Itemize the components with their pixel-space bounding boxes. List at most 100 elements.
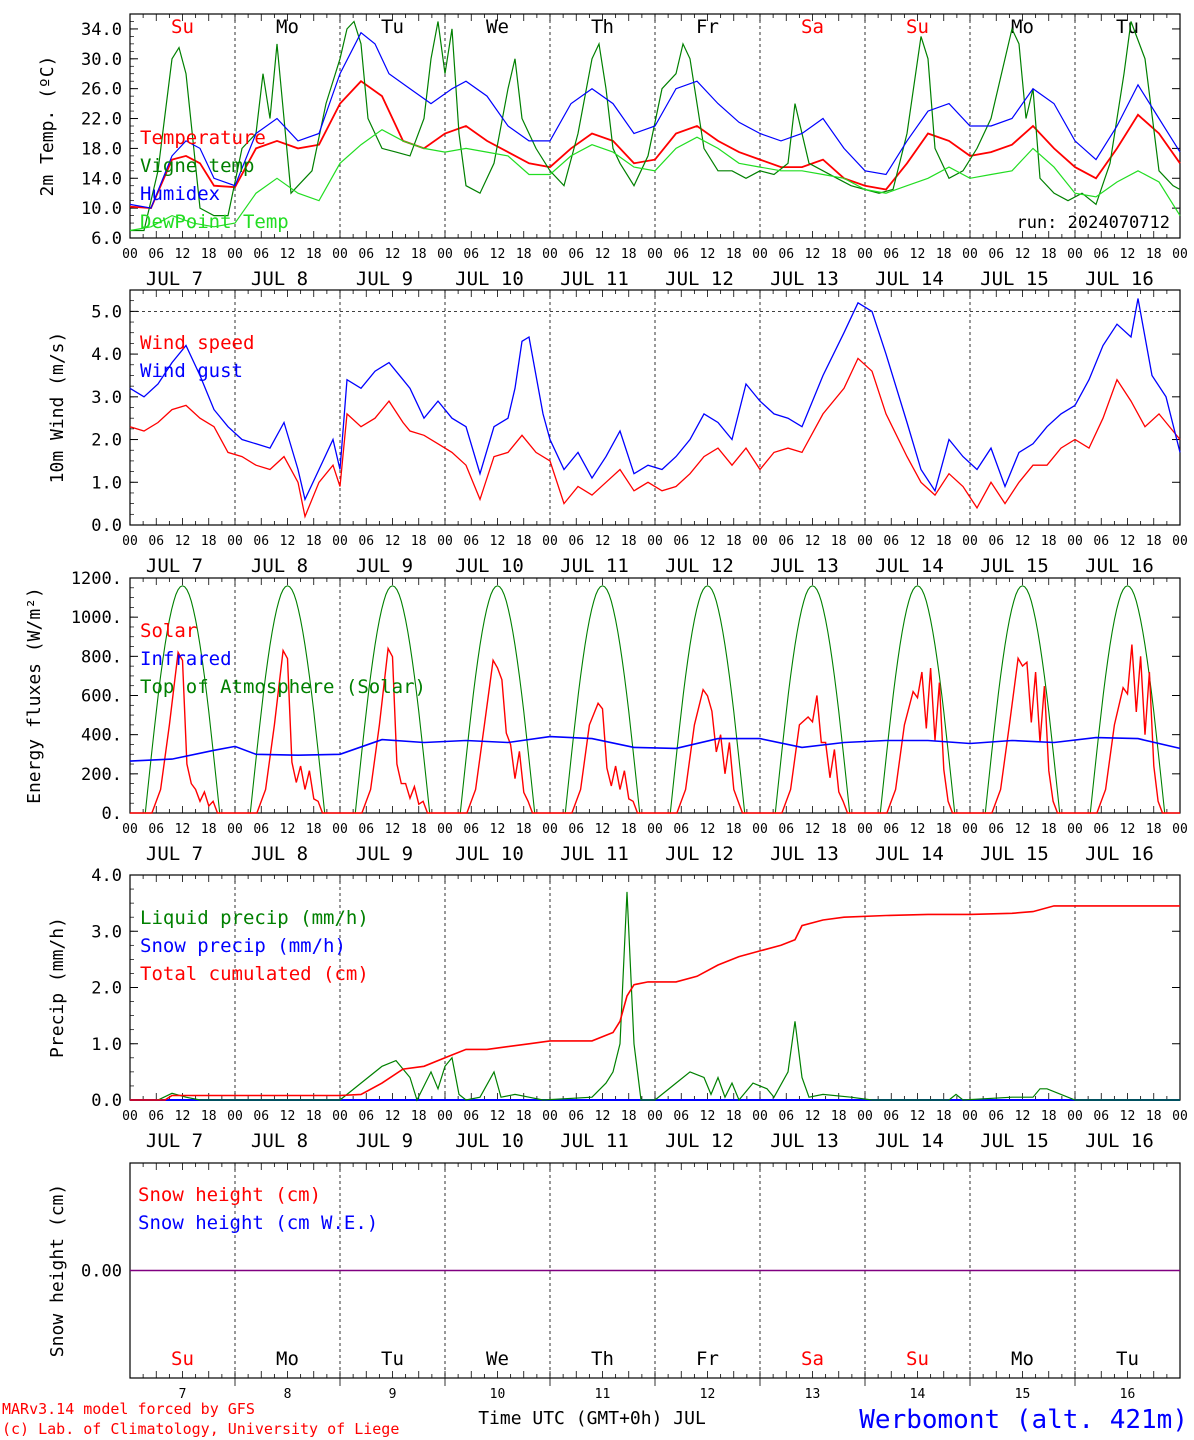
- hour-label: 00: [227, 247, 243, 262]
- hour-label: 06: [1093, 1109, 1109, 1124]
- hour-label: 00: [1172, 1109, 1188, 1124]
- hour-label: 06: [358, 247, 374, 262]
- hour-label: 18: [411, 534, 427, 549]
- hour-label: 12: [490, 534, 506, 549]
- date-label: JUL 8: [251, 555, 308, 577]
- hour-label: 00: [122, 822, 138, 837]
- day-number-label: 10: [490, 1387, 506, 1402]
- hour-label: 18: [726, 1109, 742, 1124]
- series-vigne-temp: [130, 20, 1181, 232]
- y-axis-label: 10m Wind (m/s): [47, 332, 68, 484]
- hour-label: 18: [831, 822, 847, 837]
- legend-snow-height: Snow height (cm): [138, 1184, 321, 1206]
- hour-label: 06: [1093, 822, 1109, 837]
- hour-label: 06: [148, 1109, 164, 1124]
- hour-label: 00: [542, 1109, 558, 1124]
- date-label: JUL 8: [251, 268, 308, 290]
- hour-label: 12: [700, 247, 716, 262]
- hour-label: 12: [700, 822, 716, 837]
- hour-label: 18: [621, 822, 637, 837]
- hour-label: 12: [595, 822, 611, 837]
- hour-label: 18: [936, 534, 952, 549]
- y-tick-label: 800.: [81, 647, 122, 667]
- hour-label: 12: [805, 534, 821, 549]
- date-label: JUL 11: [560, 268, 629, 290]
- hour-label: 12: [805, 1109, 821, 1124]
- hour-label: 06: [673, 247, 689, 262]
- day-number-label: 8: [284, 1387, 292, 1402]
- series-solar: [130, 644, 1180, 814]
- hour-label: 18: [411, 1109, 427, 1124]
- date-label: JUL 7: [146, 843, 203, 865]
- hour-label: 06: [778, 247, 794, 262]
- hour-label: 18: [621, 247, 637, 262]
- hour-label: 18: [726, 247, 742, 262]
- hour-label: 12: [175, 534, 191, 549]
- hour-label: 06: [253, 534, 269, 549]
- hour-label: 06: [463, 247, 479, 262]
- hour-label: 18: [831, 534, 847, 549]
- hour-label: 18: [1041, 534, 1057, 549]
- hour-label: 18: [516, 1109, 532, 1124]
- copyright: (c) Lab. of Climatology, University of L…: [2, 1420, 399, 1438]
- hour-label: 12: [1015, 822, 1031, 837]
- legend-wind-speed: Wind speed: [140, 332, 254, 354]
- hour-label: 00: [1172, 822, 1188, 837]
- hour-label: 18: [726, 534, 742, 549]
- legend-snow-height-we: Snow height (cm W.E.): [138, 1212, 378, 1234]
- y-tick-label: 4.0: [91, 866, 122, 886]
- hour-label: 18: [1041, 822, 1057, 837]
- series-temperature: [129, 80, 1181, 210]
- date-label: JUL 14: [875, 555, 944, 577]
- hour-label: 06: [358, 1109, 374, 1124]
- hour-label: 06: [778, 822, 794, 837]
- y-tick-label: 1.0: [91, 1035, 122, 1055]
- y-tick-label: 2.0: [91, 431, 122, 451]
- hour-label: 06: [988, 1109, 1004, 1124]
- date-label: JUL 10: [455, 555, 524, 577]
- precip-panel: 4.0 3.0 2.0 1.0 0.0 Precip (mm/h) 00 06 12 18 JUL …: [47, 866, 1188, 1152]
- weekday-label: Tu: [381, 1348, 404, 1370]
- weekday-label: Mo: [276, 16, 299, 38]
- model-credit: MARv3.14 model forced by GFS: [2, 1400, 255, 1418]
- hour-label: 06: [778, 534, 794, 549]
- hour-label: 06: [463, 534, 479, 549]
- series-total-cumulated: [130, 905, 1180, 1101]
- hour-label: 00: [332, 247, 348, 262]
- hour-label: 06: [568, 247, 584, 262]
- hour-label: 12: [280, 534, 296, 549]
- hour-label: 06: [463, 1109, 479, 1124]
- series-wind-gust: [129, 298, 1181, 502]
- date-label: JUL 7: [146, 555, 203, 577]
- hour-label: 00: [437, 534, 453, 549]
- hour-label: 06: [883, 822, 899, 837]
- legend-wind-gust: Wind gust: [140, 360, 243, 382]
- run-label: run: 2024070712: [1016, 213, 1170, 233]
- hour-label: 12: [385, 534, 401, 549]
- weekday-label: Su: [906, 16, 929, 38]
- hour-label: 12: [805, 247, 821, 262]
- hour-label: 12: [175, 822, 191, 837]
- y-axis-label: Energy fluxes (W/m²): [24, 587, 45, 804]
- series-dewpoint-temp: [129, 128, 1181, 232]
- hour-label: 06: [148, 534, 164, 549]
- date-label: JUL 14: [875, 843, 944, 865]
- series-liquid-precip: [130, 891, 1180, 1102]
- temperature-panel: 34.0 30.0 26.0 22.0 18.0 14.0 10.0 6.0 2m Temp. …: [37, 13, 1188, 290]
- hour-label: 06: [358, 822, 374, 837]
- hour-label: 00: [647, 1109, 663, 1124]
- hour-label: 00: [1067, 247, 1083, 262]
- hour-label: 12: [280, 247, 296, 262]
- hour-label: 12: [700, 1109, 716, 1124]
- hour-label: 06: [988, 247, 1004, 262]
- weekday-label: Fr: [696, 16, 719, 38]
- date-label: JUL 11: [560, 843, 629, 865]
- y-tick-label: 22.0: [81, 110, 122, 130]
- hour-label: 00: [857, 1109, 873, 1124]
- y-tick-label: 600.: [81, 687, 122, 707]
- hour-label: 12: [385, 1109, 401, 1124]
- legend-infrared: Infrared: [140, 648, 232, 670]
- date-label: JUL 12: [665, 555, 734, 577]
- hour-label: 00: [857, 247, 873, 262]
- y-tick-label: 3.0: [91, 388, 122, 408]
